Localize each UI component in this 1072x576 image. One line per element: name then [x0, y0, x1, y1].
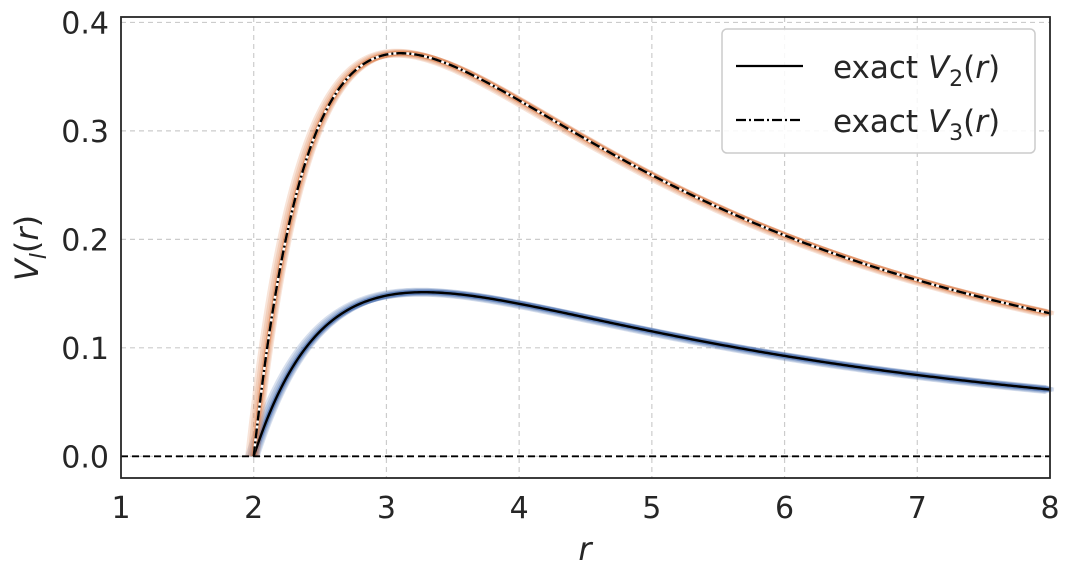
x-tick-label: 4 — [510, 491, 529, 526]
x-tick-label: 3 — [377, 491, 396, 526]
x-tick-label: 2 — [244, 491, 263, 526]
y-axis-label: Vl(r) — [8, 215, 52, 281]
x-tick-label: 5 — [642, 491, 661, 526]
plot-frame — [120, 16, 1051, 479]
x-axis-label: r — [578, 530, 593, 568]
y-tick-label: 0.3 — [61, 115, 109, 150]
y-tick-label: 0.1 — [61, 332, 109, 367]
series-line-v2 — [252, 291, 1051, 457]
y-tick-label: 0.4 — [61, 6, 109, 41]
x-axis-ticks: 1 2 3 4 5 6 7 8 — [111, 491, 1059, 526]
x-tick-label: 1 — [111, 491, 130, 526]
y-axis-ticks: 0.0 0.1 0.2 0.3 0.4 — [61, 6, 109, 475]
series-lines — [252, 51, 1051, 457]
y-axis-label-arg: ( — [8, 241, 46, 253]
y-tick-label: 0.0 — [61, 440, 109, 475]
legend-box — [721, 28, 1036, 154]
y-axis-label-symbol: V — [8, 257, 46, 281]
x-tick-label: 7 — [908, 491, 927, 526]
y-tick-label: 0.2 — [61, 223, 109, 258]
x-tick-label: 8 — [1040, 491, 1059, 526]
legend-label-v2: exact V2(r) — [833, 50, 1000, 92]
legend-label-v3: exact V3(r) — [833, 104, 1000, 146]
y-axis-label-sub: l — [27, 253, 52, 259]
x-tick-label: 6 — [775, 491, 794, 526]
series-line-v3 — [252, 51, 1051, 457]
legend: exact V2(r) exact V3(r) — [721, 28, 1036, 154]
